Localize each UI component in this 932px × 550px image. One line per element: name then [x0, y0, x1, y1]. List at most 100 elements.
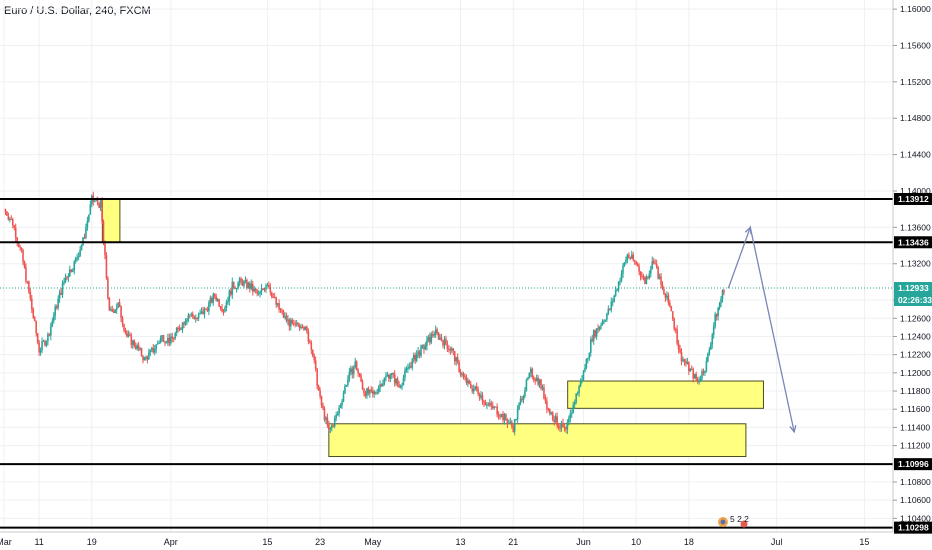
candle-body [177, 327, 179, 329]
candle-body [645, 277, 648, 284]
event-icon[interactable] [740, 520, 748, 528]
candle-body [518, 403, 520, 409]
candle-body [487, 404, 490, 406]
candle-body [131, 340, 134, 345]
candle-body [333, 417, 336, 427]
candle-body [443, 338, 446, 346]
candle-body [298, 325, 301, 329]
candle-body [582, 371, 585, 380]
candle-body [85, 227, 87, 238]
candle-body [243, 281, 245, 287]
candle-body [475, 386, 478, 390]
candle-body [622, 265, 624, 274]
candle-body [686, 362, 689, 364]
candle-body [585, 358, 588, 369]
candle-body [699, 378, 702, 382]
candle-body [464, 375, 466, 378]
levels [0, 197, 893, 529]
candle-body [499, 416, 501, 418]
candle-body [257, 293, 260, 295]
candle-body [623, 262, 626, 266]
candle-body [433, 334, 436, 336]
candle-body [527, 378, 529, 380]
candle-body [370, 389, 373, 392]
y-tick-label: 1.13200 [900, 259, 931, 269]
candle-body [461, 373, 463, 376]
candle-body [342, 393, 345, 402]
level-price-tag-label: 1.13912 [898, 194, 929, 204]
candle-body [584, 368, 586, 372]
candle-body [64, 277, 67, 282]
candle-body [190, 313, 193, 315]
candles [4, 191, 725, 436]
candle-body [79, 250, 81, 257]
candle-body [48, 334, 51, 336]
candle-body [544, 398, 547, 402]
candle-body [480, 395, 482, 398]
level-price-tag [894, 521, 932, 534]
candle-body [136, 345, 138, 349]
candle-body [588, 352, 591, 359]
candle-body [392, 372, 395, 374]
candle-body [14, 227, 17, 238]
candle-body [494, 406, 497, 408]
candle-body [424, 346, 427, 350]
candle-body [137, 345, 140, 350]
candle-body [685, 361, 687, 364]
candle-body [319, 390, 321, 397]
candle-body [698, 381, 700, 383]
candle-body [568, 418, 570, 423]
candle-body [693, 374, 696, 379]
candle-body [148, 352, 150, 360]
candle-body [292, 323, 295, 325]
candle-body [227, 301, 229, 303]
candle-body [80, 245, 83, 251]
candle-body [139, 348, 141, 350]
candle-body [158, 342, 160, 344]
candle-body [670, 306, 673, 312]
candle-body [241, 280, 244, 287]
candle-body [238, 278, 241, 283]
candle-body [570, 413, 573, 415]
candle-body [695, 374, 697, 380]
candle-body [183, 322, 185, 325]
candle-body [29, 291, 32, 299]
candle-body [497, 414, 500, 417]
candle-body [234, 288, 237, 290]
candle-body [393, 373, 396, 384]
candle-body [537, 377, 539, 385]
candle-body [111, 309, 114, 312]
candle-body [328, 425, 330, 430]
candle-body [509, 421, 512, 424]
candle-body [600, 324, 602, 327]
candle-body [164, 341, 166, 343]
candle-body [360, 374, 362, 382]
candle-body [617, 281, 620, 290]
candle-body [364, 393, 367, 397]
projection-arrowhead [789, 425, 797, 434]
candle-body [237, 282, 239, 288]
candle-body [247, 283, 250, 288]
candle-body [581, 379, 583, 381]
candle-body [531, 368, 534, 378]
candle-body [651, 261, 654, 270]
candle-body [714, 314, 716, 327]
candle-body [483, 401, 485, 403]
candle-body [683, 359, 686, 362]
candle-body [530, 368, 532, 373]
candle-body [250, 283, 253, 289]
candle-body [576, 392, 579, 394]
candle-body [448, 349, 450, 351]
level-price-tag [894, 236, 932, 249]
candle-body [674, 328, 677, 330]
candle-body [462, 373, 465, 376]
candle-body [71, 270, 74, 272]
candle-body [303, 327, 305, 331]
candle-body [506, 420, 509, 425]
level-price-tag [894, 192, 932, 205]
candle-body [647, 277, 649, 279]
candle-body [110, 309, 112, 311]
candle-body [31, 298, 33, 309]
candle-body [196, 317, 198, 319]
